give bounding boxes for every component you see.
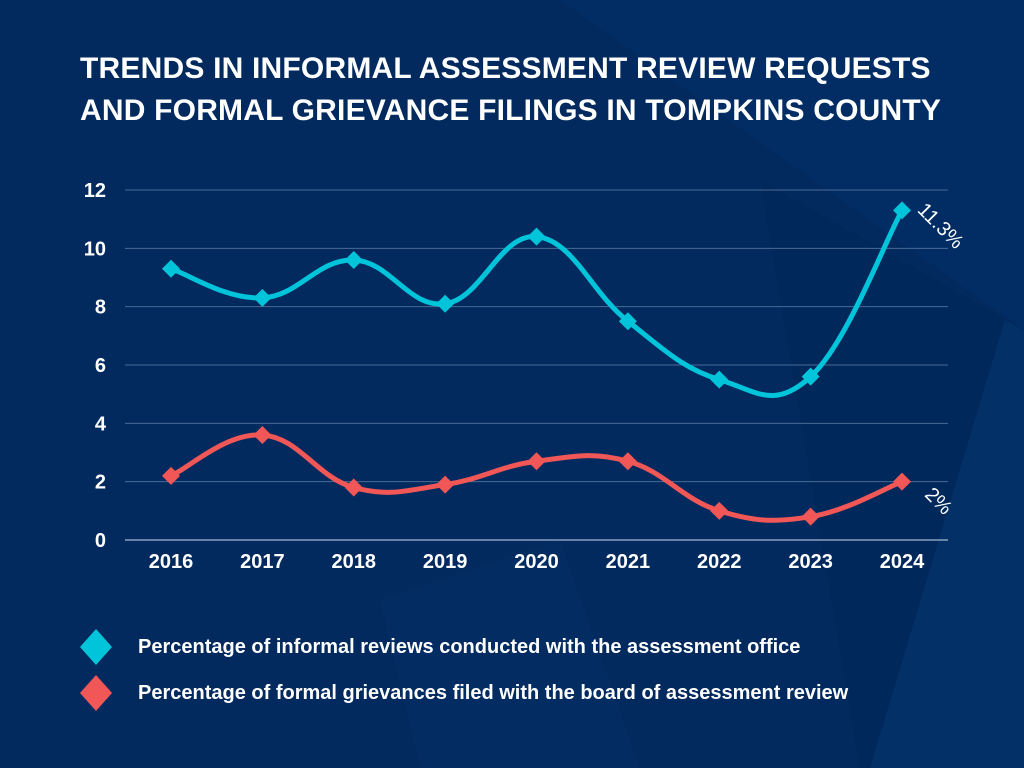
data-point-marker: [162, 466, 180, 485]
data-point-marker: [436, 475, 455, 494]
x-tick-label: 2016: [149, 551, 194, 573]
series-line: [168, 432, 905, 523]
data-point-marker: [618, 452, 637, 471]
series-informal-reviews: [162, 201, 911, 398]
y-axis-ticks: 0 2 4 6 8 10 12: [84, 180, 107, 552]
data-point-marker: [527, 452, 546, 471]
y-tick-label: 2: [95, 472, 106, 494]
data-point-marker: [893, 201, 911, 220]
data-point-marker: [710, 370, 729, 389]
chart-title-line-2: AND FORMAL GRIEVANCE FILINGS IN TOMPKINS…: [80, 94, 942, 127]
series-formal-grievances: [162, 426, 911, 526]
chart-title: TRENDS IN INFORMAL ASSESSMENT REVIEW REQ…: [80, 48, 980, 132]
data-point-marker: [527, 227, 546, 246]
diamond-icon: [78, 629, 114, 665]
data-point-marker: [801, 367, 820, 386]
data-point-marker: [253, 426, 272, 444]
x-tick-label: 2018: [332, 551, 377, 573]
y-tick-label: 8: [95, 297, 106, 319]
legend-label-informal: Percentage of informal reviews conducted…: [138, 635, 801, 658]
data-point-marker: [710, 501, 729, 520]
legend: Percentage of informal reviews conducted…: [78, 624, 848, 716]
x-tick-label: 2020: [514, 551, 559, 573]
y-tick-label: 4: [95, 413, 107, 435]
gridlines: [125, 189, 948, 541]
data-point-marker: [801, 507, 820, 526]
y-tick-label: 12: [84, 180, 106, 202]
legend-item-formal: Percentage of formal grievances filed wi…: [78, 670, 848, 716]
x-tick-label: 2022: [697, 551, 742, 573]
background-facet-top: [560, 0, 1024, 330]
x-tick-label: 2023: [788, 551, 833, 573]
data-point-marker: [893, 472, 911, 491]
diamond-icon: [78, 675, 114, 711]
end-labels: 11.3% 2%: [913, 199, 968, 520]
y-tick-label: 6: [95, 355, 106, 377]
chart-title-line-1: TRENDS IN INFORMAL ASSESSMENT REVIEW REQ…: [80, 52, 931, 85]
y-tick-label: 10: [84, 238, 106, 260]
data-point-marker: [162, 259, 180, 278]
y-tick-label: 0: [95, 530, 106, 552]
background-facet-edge: [870, 320, 1024, 768]
legend-item-informal: Percentage of informal reviews conducted…: [78, 624, 848, 670]
data-point-marker: [344, 478, 363, 497]
data-point-marker: [436, 294, 455, 313]
background-facet-bottom: [380, 540, 640, 768]
x-axis-ticks: 2016 2017 2018 2019 2020 2021 2022 2023 2024: [149, 551, 925, 573]
data-point-marker: [344, 251, 363, 269]
data-label-end: 11.3%: [913, 199, 968, 254]
x-tick-label: 2019: [423, 551, 468, 573]
data-point-marker: [618, 312, 637, 331]
x-tick-label: 2017: [240, 551, 285, 573]
series-group: [162, 201, 911, 526]
legend-label-formal: Percentage of formal grievances filed wi…: [138, 681, 849, 704]
data-label-end: 2%: [920, 483, 956, 519]
data-point-marker: [253, 288, 272, 307]
x-tick-label: 2024: [880, 551, 925, 573]
x-tick-label: 2021: [606, 551, 651, 573]
